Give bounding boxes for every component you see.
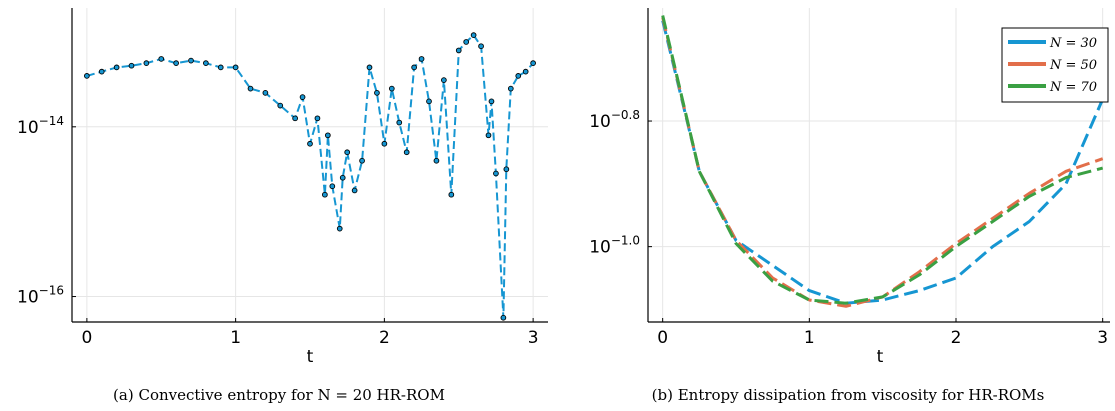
data-point — [500, 314, 507, 321]
data-point — [388, 85, 395, 92]
panel-b-xlabel: t — [877, 347, 884, 367]
legend-label: N = 70 — [1049, 80, 1097, 95]
legend-label: N = 50 — [1049, 58, 1097, 73]
data-point — [113, 64, 120, 71]
panel-b: 0 1 2 3 10−0.8 10−1.0 N = 30 N = 50 N = 70 t (b… — [589, 8, 1110, 404]
data-point — [325, 132, 331, 139]
y-tick-label: 10−1.0 — [589, 234, 640, 258]
series-line — [661, 20, 1105, 305]
panel-a-xlabel: t — [307, 347, 314, 367]
data-point — [455, 47, 462, 54]
data-point — [441, 77, 447, 83]
data-point — [173, 60, 179, 67]
data-point — [98, 68, 105, 75]
panel-a: 0 1 2 3 10−14 10−16 t (a) Convective entropy … — [17, 8, 548, 404]
data-point — [158, 56, 165, 62]
data-point — [426, 98, 432, 105]
data-point — [503, 166, 510, 173]
x-tick-label: 3 — [1097, 328, 1108, 348]
data-point — [128, 62, 135, 69]
x-tick-label: 1 — [230, 328, 241, 348]
data-point — [485, 132, 492, 139]
y-tick-label: 10−14 — [17, 114, 64, 138]
data-point — [329, 183, 336, 190]
x-tick-label: 3 — [528, 328, 539, 348]
panel-b-legend: N = 30 N = 50 N = 70 — [1001, 27, 1109, 103]
data-point — [507, 85, 514, 92]
data-point — [292, 115, 298, 122]
data-point — [188, 57, 194, 64]
series-line — [661, 15, 1104, 305]
y-tick-label: 10−0.8 — [589, 108, 640, 132]
data-point — [478, 43, 484, 50]
data-point — [344, 149, 351, 156]
data-point — [366, 64, 373, 71]
data-point — [403, 149, 410, 156]
data-point — [247, 85, 254, 92]
x-tick-label: 0 — [657, 328, 668, 348]
series-line — [86, 34, 534, 319]
x-tick-label: 1 — [804, 328, 815, 348]
data-point — [277, 102, 284, 109]
data-point — [448, 191, 455, 198]
data-point — [359, 157, 365, 164]
panel-a-axes — [71, 8, 548, 323]
x-tick-label: 2 — [379, 328, 390, 348]
panel-b-axes — [647, 8, 1110, 323]
x-tick-label: 0 — [81, 328, 92, 348]
data-point — [339, 174, 346, 181]
data-point — [351, 187, 358, 194]
data-point — [374, 90, 380, 96]
data-point — [262, 90, 269, 96]
data-point — [522, 68, 529, 75]
data-point — [433, 157, 440, 164]
data-point — [84, 73, 90, 79]
panel-a-series — [84, 32, 536, 321]
panel-a-tick-labels: 0 1 2 3 10−14 10−16 — [17, 114, 539, 348]
y-tick-label: 10−16 — [17, 284, 64, 308]
data-point — [217, 64, 224, 71]
data-point — [396, 119, 403, 126]
data-point — [203, 60, 209, 67]
data-point — [143, 60, 150, 67]
data-point — [336, 225, 343, 232]
data-point — [381, 140, 388, 147]
data-point — [515, 73, 522, 79]
data-point — [299, 94, 306, 100]
data-point — [463, 39, 470, 45]
data-point — [470, 32, 477, 39]
legend-label: N = 30 — [1049, 36, 1097, 51]
panel-b-tick-labels: 0 1 2 3 10−0.8 10−1.0 — [589, 108, 1108, 348]
panel-b-grid — [648, 8, 1110, 322]
data-point — [307, 140, 313, 147]
data-point — [314, 115, 321, 122]
panel-b-caption: (b) Entropy dissipation from viscosity f… — [652, 386, 1045, 404]
panel-a-caption: (a) Convective entropy for N = 20 HR-ROM — [113, 386, 445, 404]
data-point — [488, 98, 495, 105]
data-point — [418, 56, 425, 62]
panel-b-series — [661, 15, 1105, 308]
data-point — [493, 170, 499, 177]
data-point — [322, 191, 328, 198]
data-point — [530, 60, 536, 67]
data-point — [232, 64, 239, 71]
x-tick-label: 2 — [951, 328, 962, 348]
panel-a-grid — [72, 8, 548, 322]
data-point — [411, 64, 417, 71]
